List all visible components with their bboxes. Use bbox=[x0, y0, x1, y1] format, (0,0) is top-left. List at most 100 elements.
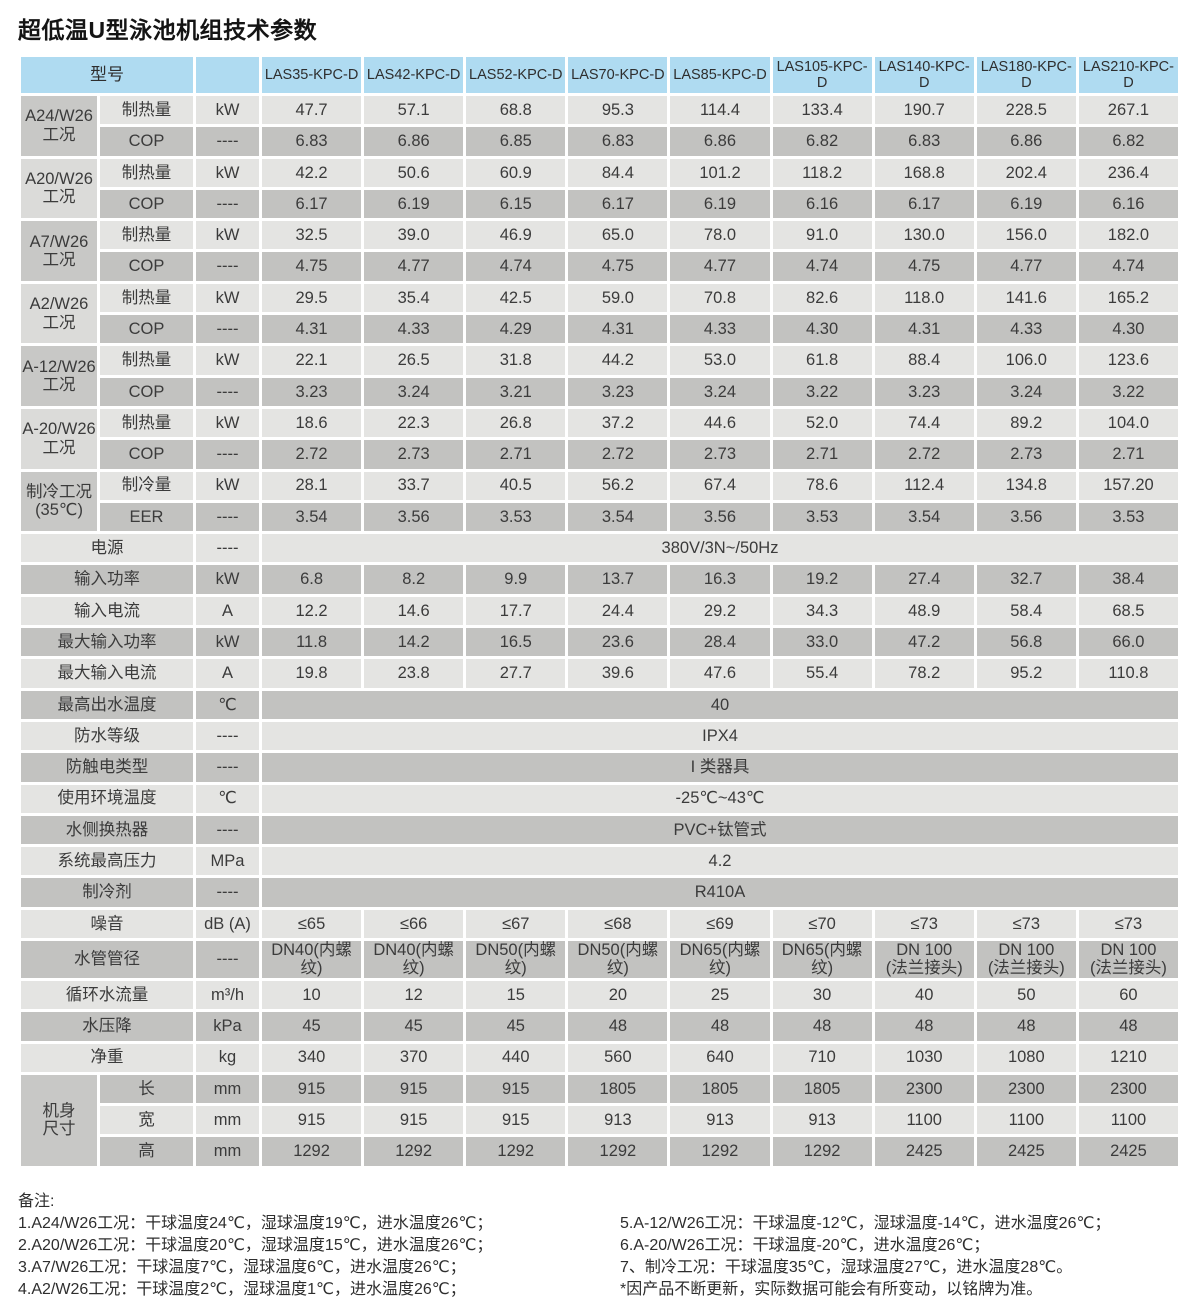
value-cell: 31.8 bbox=[466, 346, 566, 375]
value-cell: 88.4 bbox=[874, 346, 974, 375]
unit-cell: kW bbox=[196, 346, 259, 375]
value-cell: 1292 bbox=[262, 1137, 362, 1166]
value-cell: 4.29 bbox=[466, 315, 566, 344]
value-cell: 16.5 bbox=[466, 628, 566, 657]
value-cell: 6.19 bbox=[976, 189, 1076, 219]
table-row: COP ---- 6.17 6.19 6.15 6.17 6.19 6.16 6.17 6.19 6… bbox=[21, 189, 1178, 219]
value-cell: 78.0 bbox=[670, 221, 770, 250]
table-row: COP ---- 4.31 4.33 4.29 4.31 4.33 4.30 4.31 4.33 4… bbox=[21, 315, 1178, 344]
value-cell: 44.2 bbox=[568, 346, 668, 375]
unit-cell: kW bbox=[196, 471, 259, 500]
value-cell: 3.54 bbox=[874, 502, 974, 532]
value-cell: 8.2 bbox=[364, 565, 464, 594]
row-label: 水压降 bbox=[21, 1012, 193, 1041]
value-cell: 17.7 bbox=[466, 596, 566, 626]
value-cell: 82.6 bbox=[772, 283, 872, 313]
model-header-cell: LAS105-KPC-D bbox=[772, 57, 872, 93]
model-header-cell: LAS210-KPC-D bbox=[1078, 57, 1178, 93]
value-cell: 640 bbox=[670, 1043, 770, 1072]
unit-cell: A bbox=[196, 659, 259, 688]
table-row: COP ---- 6.83 6.86 6.85 6.83 6.86 6.82 6.83 6.86 6… bbox=[21, 127, 1178, 156]
value-cell: 340 bbox=[262, 1043, 362, 1072]
value-cell: 236.4 bbox=[1078, 158, 1178, 187]
row-label: 净重 bbox=[21, 1043, 193, 1072]
value-cell: 4.75 bbox=[568, 252, 668, 281]
value-cell: 84.4 bbox=[568, 158, 668, 187]
value-cell: 89.2 bbox=[976, 408, 1076, 438]
value-cell: 50.6 bbox=[364, 158, 464, 187]
unit-cell: ---- bbox=[196, 252, 259, 281]
table-row: A20/W26 工况 制热量 kW 42.2 50.6 60.9 84.4 101.2 118.… bbox=[21, 158, 1178, 219]
value-cell: 165.2 bbox=[1078, 283, 1178, 313]
row-label: 系统最高压力 bbox=[21, 847, 193, 876]
value-cell: DN50(内螺纹) bbox=[466, 941, 566, 978]
value-cell: 6.83 bbox=[568, 127, 668, 156]
value-cell: 14.6 bbox=[364, 596, 464, 626]
value-cell: 123.6 bbox=[1078, 346, 1178, 375]
value-cell: 182.0 bbox=[1078, 221, 1178, 250]
unit-cell: mm bbox=[196, 1106, 259, 1135]
value-cell: 3.23 bbox=[262, 377, 362, 406]
note-line: 4.A2/W26工况：干球温度2℃，湿球温度1℃，进水温度26℃； bbox=[18, 1280, 466, 1298]
note-line: *因产品不断更新，实际数据可能会有所变动，以铭牌为准。 bbox=[620, 1280, 1043, 1298]
value-cell: 22.1 bbox=[262, 346, 362, 375]
table-row: 使用环境温度 ℃ -25℃~43℃ bbox=[21, 784, 1178, 813]
value-cell: 12.2 bbox=[262, 596, 362, 626]
value-cell: 3.56 bbox=[976, 502, 1076, 532]
unit-cell: kW bbox=[196, 628, 259, 657]
value-cell: ≤68 bbox=[568, 909, 668, 939]
value-cell: 6.82 bbox=[1078, 127, 1178, 156]
row-label: 制冷剂 bbox=[21, 878, 193, 907]
span-value-cell: PVC+钛管式 bbox=[262, 815, 1178, 845]
value-cell: 48.9 bbox=[874, 596, 974, 626]
value-cell: 915 bbox=[262, 1074, 362, 1104]
unit-cell: ---- bbox=[196, 815, 259, 845]
unit-cell: ---- bbox=[196, 941, 259, 978]
table-row: 防水等级 ---- IPX4 bbox=[21, 721, 1178, 751]
value-cell: 16.3 bbox=[670, 565, 770, 594]
value-cell: 228.5 bbox=[976, 96, 1076, 125]
value-cell: 48 bbox=[670, 1012, 770, 1041]
value-cell: 4.33 bbox=[364, 315, 464, 344]
value-cell: 141.6 bbox=[976, 283, 1076, 313]
value-cell: 20 bbox=[568, 980, 668, 1010]
model-header-cell: LAS70-KPC-D bbox=[568, 57, 668, 93]
model-header-cell: LAS140-KPC-D bbox=[874, 57, 974, 93]
row-label: 输入电流 bbox=[21, 596, 193, 626]
row-label: 防触电类型 bbox=[21, 753, 193, 782]
value-cell: 40.5 bbox=[466, 471, 566, 500]
note-line: 3.A7/W26工况：干球温度7℃，湿球温度6℃，进水温度26℃； bbox=[18, 1258, 466, 1276]
value-cell: 2.73 bbox=[976, 440, 1076, 469]
value-cell: 26.5 bbox=[364, 346, 464, 375]
span-value-cell: 380V/3N~/50Hz bbox=[262, 534, 1178, 563]
value-cell: 6.86 bbox=[670, 127, 770, 156]
value-cell: 3.53 bbox=[772, 502, 872, 532]
row-label: COP bbox=[100, 252, 193, 281]
value-cell: 33.7 bbox=[364, 471, 464, 500]
value-cell: 38.4 bbox=[1078, 565, 1178, 594]
value-cell: 370 bbox=[364, 1043, 464, 1072]
value-cell: 39.0 bbox=[364, 221, 464, 250]
value-cell: 58.4 bbox=[976, 596, 1076, 626]
note-line: 6.A-20/W26工况：干球温度-20℃，进水温度26℃； bbox=[620, 1236, 990, 1254]
value-cell: 47.7 bbox=[262, 96, 362, 125]
value-cell: 913 bbox=[772, 1106, 872, 1135]
value-cell: 3.56 bbox=[670, 502, 770, 532]
value-cell: 1080 bbox=[976, 1043, 1076, 1072]
value-cell: ≤66 bbox=[364, 909, 464, 939]
value-cell: 6.85 bbox=[466, 127, 566, 156]
table-row: 噪音 dB (A) ≤65 ≤66 ≤67 ≤68 ≤69 ≤70 ≤73 ≤73 ≤73 bbox=[21, 909, 1178, 939]
condition-cell: A-20/W26 工况 bbox=[21, 408, 97, 469]
value-cell: 56.2 bbox=[568, 471, 668, 500]
span-value-cell: 4.2 bbox=[262, 847, 1178, 876]
value-cell: DN50(内螺纹) bbox=[568, 941, 668, 978]
row-label: COP bbox=[100, 440, 193, 469]
value-cell: 28.1 bbox=[262, 471, 362, 500]
value-cell: 168.8 bbox=[874, 158, 974, 187]
value-cell: 19.2 bbox=[772, 565, 872, 594]
value-cell: 24.4 bbox=[568, 596, 668, 626]
value-cell: 39.6 bbox=[568, 659, 668, 688]
value-cell: 48 bbox=[772, 1012, 872, 1041]
unit-cell: mm bbox=[196, 1137, 259, 1166]
value-cell: 2425 bbox=[1078, 1137, 1178, 1166]
